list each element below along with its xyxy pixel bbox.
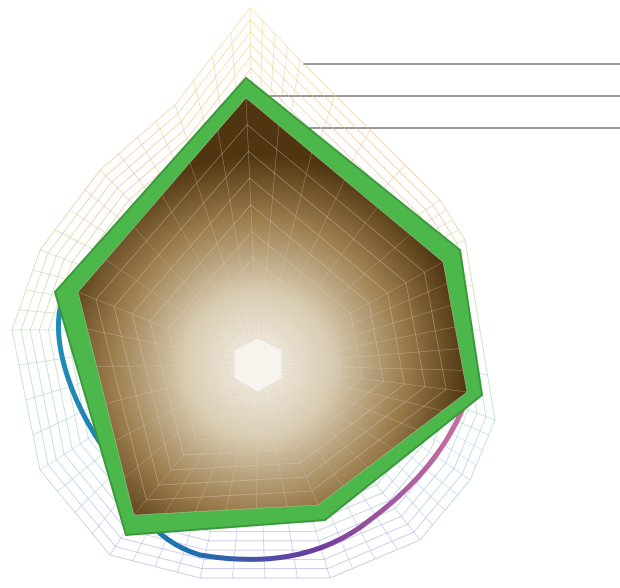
inner-mesh-spoke bbox=[195, 364, 259, 512]
center-hexagon bbox=[233, 337, 283, 393]
inner-mesh-spoke bbox=[257, 207, 378, 366]
inner-mesh-spoke bbox=[133, 364, 259, 516]
inner-mesh-spoke bbox=[257, 364, 368, 468]
inner-mesh-spoke bbox=[96, 364, 259, 367]
inner-mesh-spoke bbox=[133, 227, 259, 366]
inner-mesh-spoke bbox=[164, 364, 259, 514]
inner-mesh-spoke bbox=[245, 97, 259, 366]
inner-mesh-spoke bbox=[87, 328, 259, 366]
inner-mesh-spoke bbox=[257, 364, 443, 412]
inner-mesh-spoke bbox=[77, 291, 259, 366]
inner-mesh-grid bbox=[77, 97, 468, 516]
inner-mesh-spoke bbox=[189, 162, 259, 366]
inner-mesh-spoke bbox=[257, 179, 345, 366]
inner-mesh-spoke bbox=[257, 283, 448, 366]
middle-colored-tube bbox=[56, 297, 473, 562]
inner-mesh-spoke bbox=[105, 364, 259, 404]
inner-mesh-spoke bbox=[257, 364, 418, 430]
inner-mesh-spoke bbox=[257, 364, 319, 506]
callout-lines bbox=[268, 63, 620, 129]
inner-mesh-spoke bbox=[257, 234, 411, 366]
inner-mesh-spoke bbox=[257, 152, 312, 366]
inner-mesh-spoke bbox=[217, 130, 259, 366]
inner-shaded-pentagon bbox=[78, 98, 467, 515]
inner-mesh-spoke bbox=[161, 194, 259, 366]
inner-mesh-spoke bbox=[257, 326, 456, 366]
inner-mesh-spoke bbox=[105, 259, 259, 366]
inner-mesh-spoke bbox=[257, 364, 464, 371]
inner-mesh-spoke bbox=[257, 261, 444, 366]
inner-mesh-spoke bbox=[257, 125, 280, 366]
inner-mesh-spoke bbox=[257, 348, 460, 366]
inner-mesh-spoke bbox=[257, 364, 468, 393]
inner-mesh-spoke bbox=[257, 305, 452, 366]
inner-mesh-spoke bbox=[124, 364, 259, 479]
inner-mesh-spoke bbox=[257, 364, 344, 487]
